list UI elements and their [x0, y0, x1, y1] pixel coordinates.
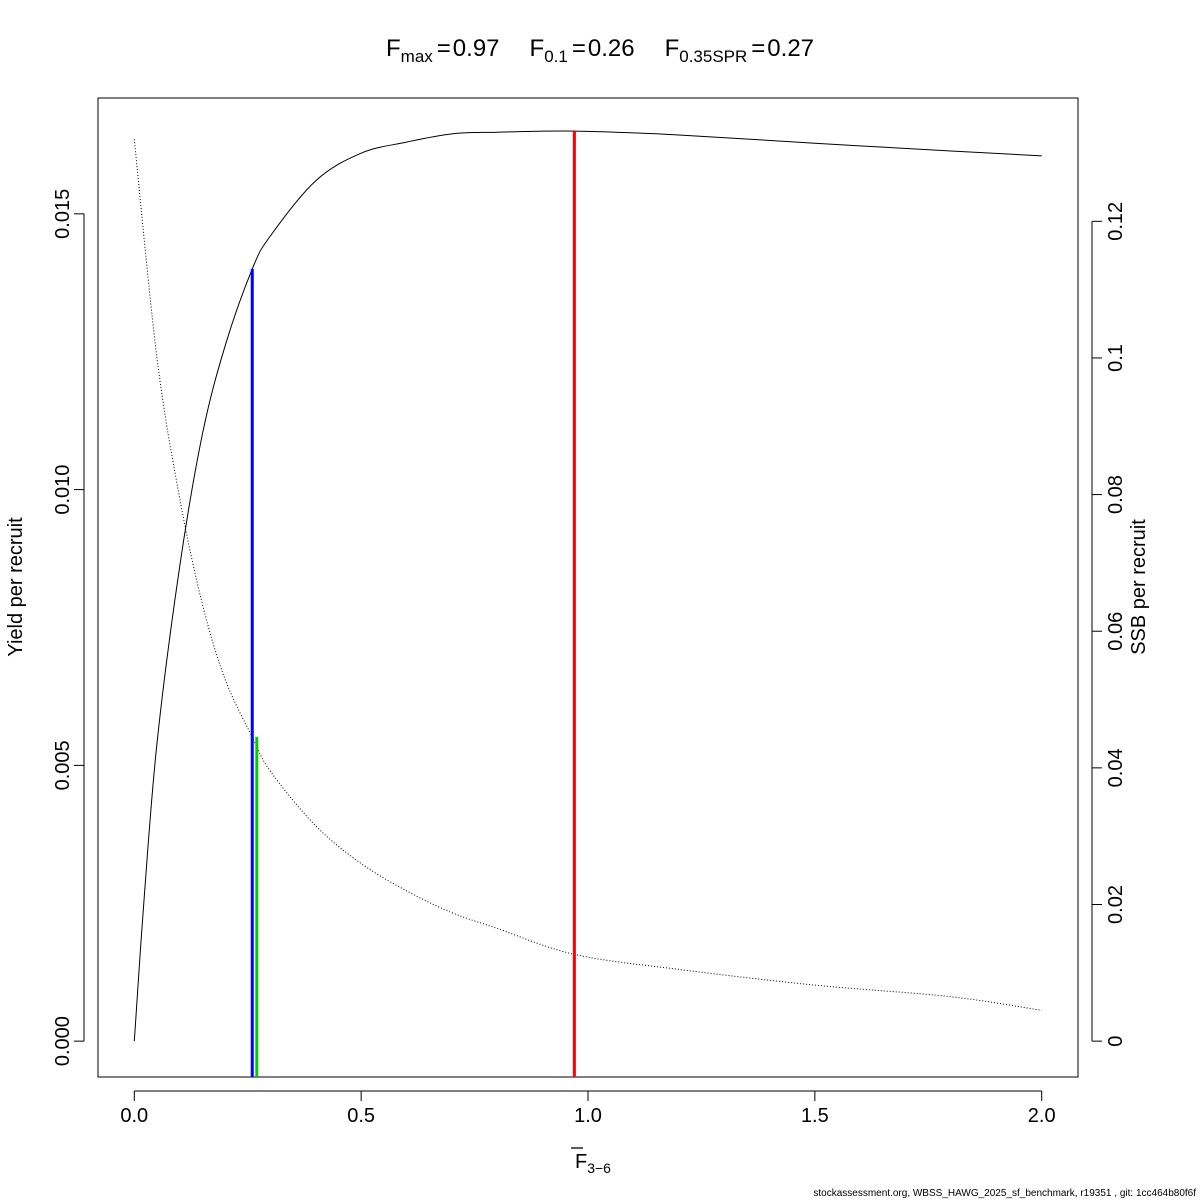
y-right-tick-label: 0.12 [1105, 202, 1127, 241]
title-f01-sub: 0.1 [544, 47, 568, 66]
title-fmax-sym: F [386, 35, 401, 62]
title-fmax-eq: = [437, 35, 451, 62]
title-fspr-eq: = [751, 35, 765, 62]
x-axis: 0.0 0.5 1.0 1.5 2.0 [120, 1090, 1056, 1127]
chart-title: Fmax =0.97 F0.1 =0.26 F0.35SPR =0.27 [386, 35, 814, 66]
y-axis-right: 0 0.02 0.04 0.06 0.08 0.1 0.12 [1091, 202, 1127, 1047]
y-right-tick-label: 0.02 [1105, 885, 1127, 924]
x-tick-label: 1.0 [574, 1105, 602, 1127]
y-left-tick-label: 0.015 [52, 189, 74, 239]
y-left-tick-label: 0.005 [52, 740, 74, 790]
y-right-tick-label: 0.1 [1105, 344, 1127, 372]
y-axis-left: 0.000 0.005 0.010 0.015 [52, 189, 85, 1066]
x-tick-label: 1.5 [801, 1105, 829, 1127]
x-tick-label: 0.5 [347, 1105, 375, 1127]
series-layer [133, 130, 1042, 1042]
title-f01-val: 0.26 [588, 35, 635, 62]
y-right-tick-label: 0 [1105, 1036, 1127, 1047]
x-axis-label: F3−6 [575, 1151, 611, 1176]
y-right-tick-label: 0.04 [1105, 748, 1127, 787]
x-tick-label: 2.0 [1028, 1105, 1056, 1127]
title-f01-sym: F [530, 35, 545, 62]
x-axis-label-main: F [575, 1151, 587, 1173]
y-axis-left-label: Yield per recruit [5, 517, 27, 657]
x-axis-label-sub: 3−6 [587, 1160, 611, 1176]
y-right-tick-label: 0.06 [1105, 612, 1127, 651]
title-f01-eq: = [572, 35, 586, 62]
title-fspr-val: 0.27 [767, 35, 814, 62]
plot-frame [97, 97, 1079, 1078]
ssb-per-recruit-line [133, 139, 1042, 1011]
title-fmax-sub: max [401, 47, 434, 66]
y-axis-right-label: SSB per recruit [1128, 519, 1150, 655]
footer-note: stockassessment.org, WBSS_HAWG_2025_sf_b… [813, 1188, 1196, 1199]
yield-per-recruit-line [133, 130, 1042, 1042]
title-fspr-sym: F [665, 35, 680, 62]
x-tick-label: 0.0 [120, 1105, 148, 1127]
y-left-tick-label: 0.010 [52, 465, 74, 515]
y-right-tick-label: 0.08 [1105, 475, 1127, 514]
title-fspr-sub: 0.35SPR [679, 47, 747, 66]
y-left-tick-label: 0.000 [52, 1016, 74, 1066]
title-fmax-val: 0.97 [453, 35, 500, 62]
reference-lines [250, 131, 576, 1077]
